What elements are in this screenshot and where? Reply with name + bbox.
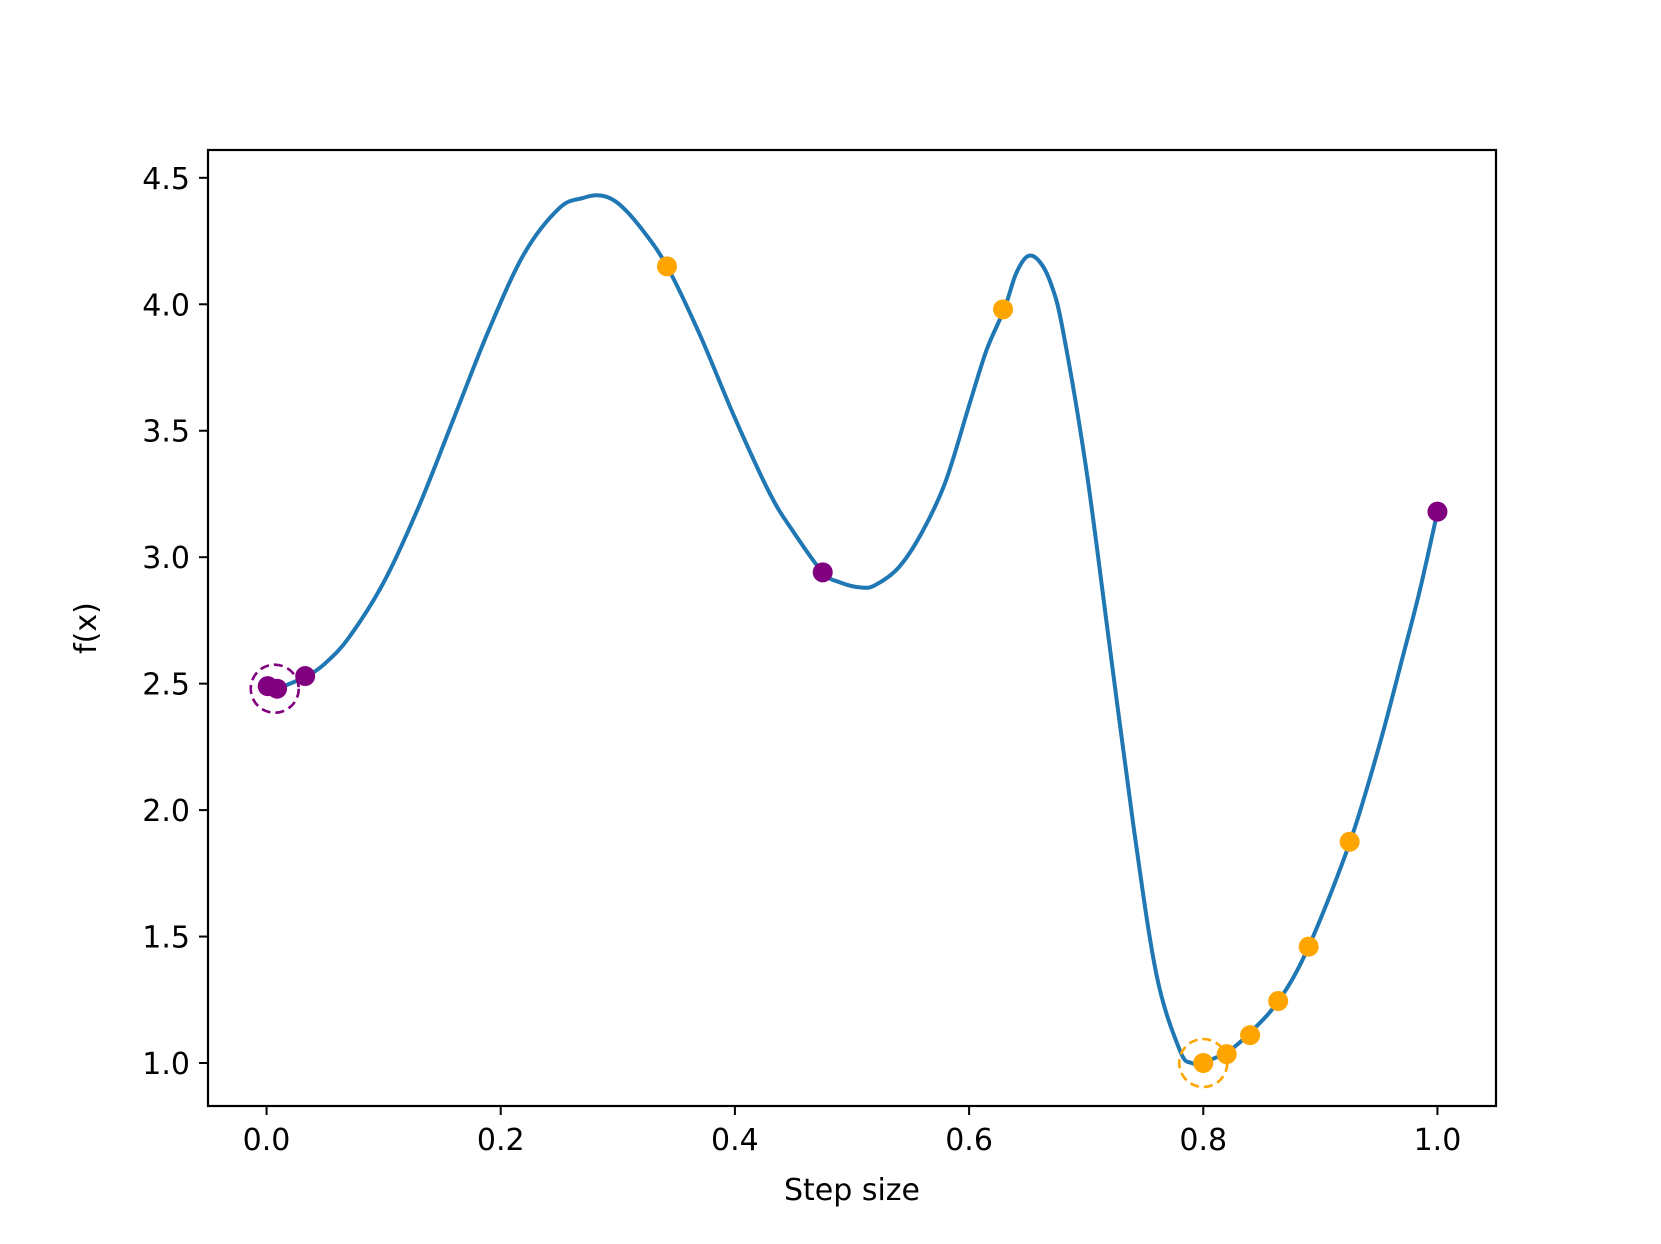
x-tick-label-5: 1.0: [1414, 1123, 1462, 1158]
data-point-1: [267, 678, 288, 699]
x-axis-ticks: 0.0 0.2 0.4 0.6 0.8 1.0: [243, 1106, 1462, 1158]
y-tick-label-1: 1.5: [142, 921, 190, 956]
data-point-3: [656, 256, 677, 277]
y-tick-label-6: 4.0: [142, 288, 190, 323]
data-point-8: [1240, 1025, 1261, 1046]
data-point-11: [1339, 831, 1360, 852]
data-point-6: [1193, 1053, 1214, 1074]
plot-area: [249, 193, 1448, 1089]
x-tick-label-1: 0.2: [477, 1123, 525, 1158]
x-axis-title: Step size: [784, 1173, 920, 1208]
data-point-10: [1298, 936, 1319, 957]
data-point-7: [1216, 1044, 1237, 1065]
data-point-12: [1427, 501, 1448, 522]
y-tick-label-3: 2.5: [142, 668, 190, 703]
data-point-2: [295, 666, 316, 687]
y-tick-label-2: 2.0: [142, 794, 190, 829]
x-tick-label-3: 0.6: [945, 1123, 993, 1158]
y-tick-label-0: 1.0: [142, 1047, 190, 1082]
x-tick-label-2: 0.4: [711, 1123, 759, 1158]
data-point-9: [1268, 991, 1289, 1012]
x-tick-label-4: 0.8: [1179, 1123, 1227, 1158]
y-tick-label-7: 4.5: [142, 162, 190, 197]
highlight-circle-0: [249, 663, 301, 714]
y-tick-label-5: 3.5: [142, 415, 190, 450]
y-axis-title: f(x): [69, 602, 104, 654]
data-point-4: [812, 562, 833, 583]
data-point-5: [993, 299, 1014, 320]
y-axis-ticks: 1.0 1.5 2.0 2.5 3.0 3.5 4.0 4.5: [142, 162, 208, 1082]
y-tick-label-4: 3.0: [142, 541, 190, 576]
x-tick-label-0: 0.0: [243, 1123, 291, 1158]
axes-frame: [206, 148, 1498, 1108]
